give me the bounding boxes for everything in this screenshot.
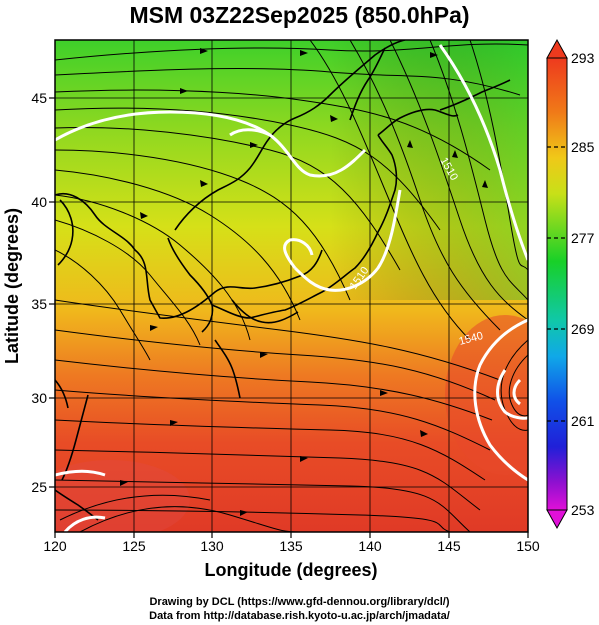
credit-drawing: Drawing by DCL (https://www.gfd-dennou.o… bbox=[149, 596, 450, 608]
x-tick-label: 135 bbox=[279, 538, 303, 554]
y-axis-label: Latitude (degrees) bbox=[2, 208, 22, 364]
y-tick-label: 30 bbox=[31, 390, 47, 406]
streamlines bbox=[55, 40, 528, 532]
colorbar-label: 293 bbox=[571, 50, 595, 66]
y-tick-label: 25 bbox=[31, 479, 47, 495]
height-contours bbox=[55, 44, 528, 532]
x-ticks bbox=[54, 532, 529, 538]
colorbar bbox=[546, 38, 568, 530]
map-title: MSM 03Z22Sep2025 (850.0hPa) bbox=[129, 2, 470, 28]
y-tick-label: 35 bbox=[31, 296, 47, 312]
y-ticks bbox=[49, 97, 55, 488]
colorbar-label: 261 bbox=[571, 413, 595, 429]
warm-core bbox=[445, 315, 528, 475]
stream-arrows bbox=[120, 48, 488, 516]
colorbar-label: 269 bbox=[571, 321, 595, 337]
x-tick-label: 140 bbox=[358, 538, 382, 554]
y-tick-label: 45 bbox=[31, 90, 47, 106]
x-tick-label: 120 bbox=[43, 538, 67, 554]
colorbar-label: 277 bbox=[571, 230, 595, 246]
coastlines bbox=[55, 40, 511, 521]
x-tick-label: 130 bbox=[200, 538, 224, 554]
colorbar-label: 285 bbox=[571, 139, 595, 155]
x-tick-label: 145 bbox=[437, 538, 461, 554]
grid-lines bbox=[55, 40, 528, 532]
credit-data: Data from http://database.rish.kyoto-u.a… bbox=[149, 610, 450, 622]
x-axis-label: Longitude (degrees) bbox=[204, 560, 377, 580]
y-tick-label: 40 bbox=[31, 194, 47, 210]
colorbar-label: 253 bbox=[571, 502, 595, 518]
x-tick-label: 150 bbox=[516, 538, 540, 554]
x-tick-label: 125 bbox=[122, 538, 146, 554]
